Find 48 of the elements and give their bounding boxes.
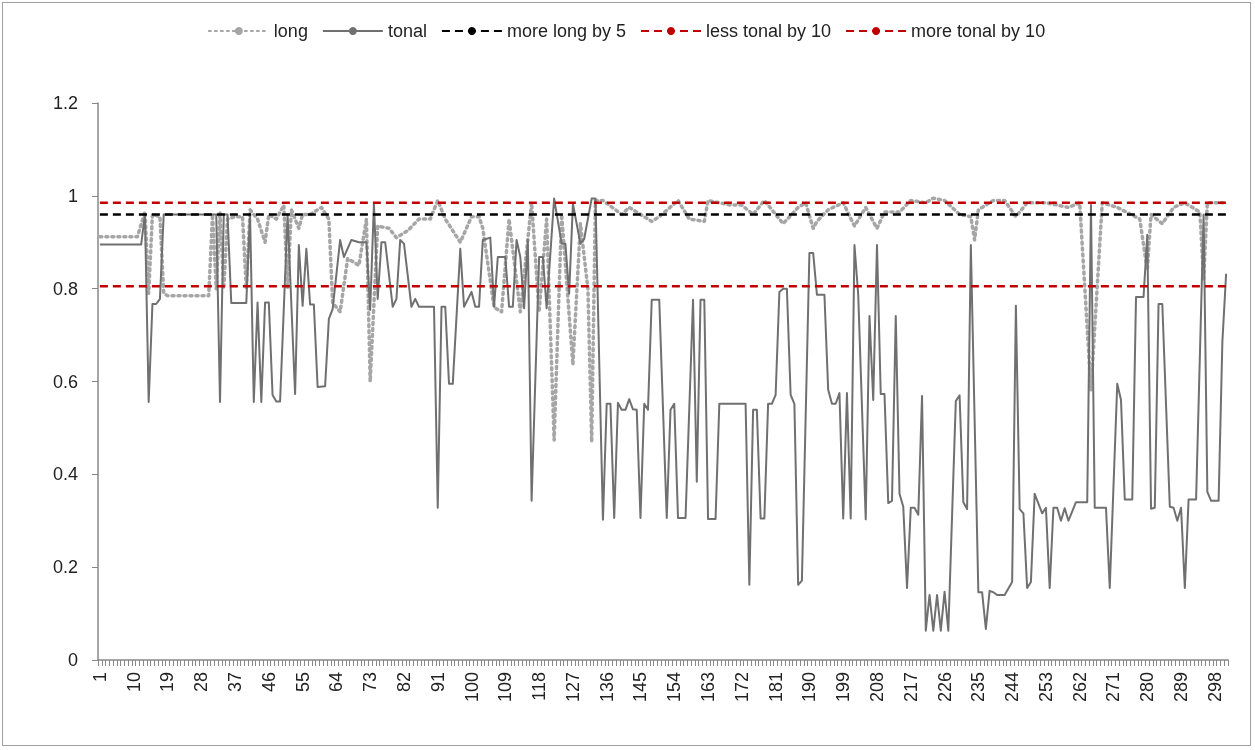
x-tick-label: 253 <box>1035 672 1056 703</box>
x-tick-label: 280 <box>1137 672 1158 703</box>
x-tick-label: 37 <box>225 672 246 693</box>
x-tick-label: 298 <box>1204 672 1225 703</box>
x-tick-label: 199 <box>833 672 854 703</box>
x-tick-label: 136 <box>596 672 617 703</box>
x-tick-label: 46 <box>258 672 279 693</box>
x-tick-label: 181 <box>765 672 786 703</box>
x-tick-label: 1 <box>89 672 110 683</box>
x-tick-label: 226 <box>934 672 955 703</box>
x-tick-label: 118 <box>529 672 550 701</box>
legend-label: tonal <box>387 21 427 41</box>
x-tick-label: 217 <box>900 672 921 703</box>
x-tick-label: 127 <box>562 672 583 703</box>
y-tick-label: 0.4 <box>52 464 78 485</box>
x-tick-label: 100 <box>461 672 482 703</box>
x-tick-label: 190 <box>799 672 820 703</box>
legend-label: less tonal by 10 <box>705 21 832 41</box>
x-tick-label: 289 <box>1171 672 1192 703</box>
y-tick-label: 0 <box>67 650 78 670</box>
line-series <box>98 197 1228 632</box>
x-tick-label: 208 <box>866 672 887 703</box>
legend-label: more long by 5 <box>506 21 626 41</box>
x-tick-label: 172 <box>731 672 752 703</box>
x-tick-label: 91 <box>427 672 448 693</box>
x-tick-label: 262 <box>1069 672 1090 703</box>
x-tick-label: 19 <box>157 672 178 693</box>
x-tick-label: 235 <box>968 672 989 703</box>
line-series <box>98 196 1228 444</box>
x-tick-label: 73 <box>360 672 381 693</box>
x-tick-label: 145 <box>630 672 651 703</box>
x-tick-label: 55 <box>292 672 313 693</box>
legend-label: long <box>273 21 308 41</box>
y-tick-label: 0.6 <box>52 371 78 392</box>
legend-label: more tonal by 10 <box>911 21 1046 41</box>
y-tick-label: 0.8 <box>52 278 78 299</box>
y-tick-label: 0.2 <box>52 557 78 578</box>
x-tick-label: 28 <box>191 672 212 693</box>
y-tick-label: 1.2 <box>52 93 78 113</box>
x-tick-label: 10 <box>123 672 144 693</box>
x-tick-label: 109 <box>495 672 516 703</box>
x-tick-label: 82 <box>393 672 414 693</box>
y-tick-label: 1 <box>67 185 78 206</box>
x-tick-label: 154 <box>664 672 685 703</box>
x-tick-label: 271 <box>1103 672 1124 703</box>
x-tick-label: 64 <box>326 672 347 693</box>
x-tick-label: 163 <box>698 672 719 703</box>
x-tick-label: 244 <box>1002 672 1023 703</box>
